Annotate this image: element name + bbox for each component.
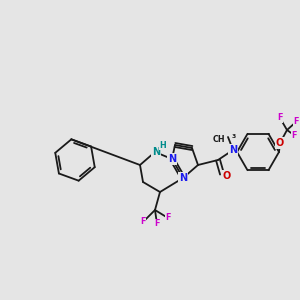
Text: O: O bbox=[223, 171, 231, 181]
Text: N: N bbox=[229, 145, 237, 155]
Text: F: F bbox=[165, 214, 171, 223]
Text: N: N bbox=[168, 154, 176, 164]
Text: N: N bbox=[152, 147, 160, 157]
Text: F: F bbox=[277, 113, 283, 122]
Text: H: H bbox=[160, 140, 167, 149]
Text: O: O bbox=[276, 138, 284, 148]
Text: F: F bbox=[140, 218, 146, 226]
Text: 3: 3 bbox=[232, 134, 236, 139]
Text: F: F bbox=[154, 220, 160, 229]
Text: F: F bbox=[293, 118, 299, 127]
Text: F: F bbox=[291, 130, 297, 140]
Text: N: N bbox=[179, 173, 187, 183]
Text: CH: CH bbox=[212, 134, 225, 143]
